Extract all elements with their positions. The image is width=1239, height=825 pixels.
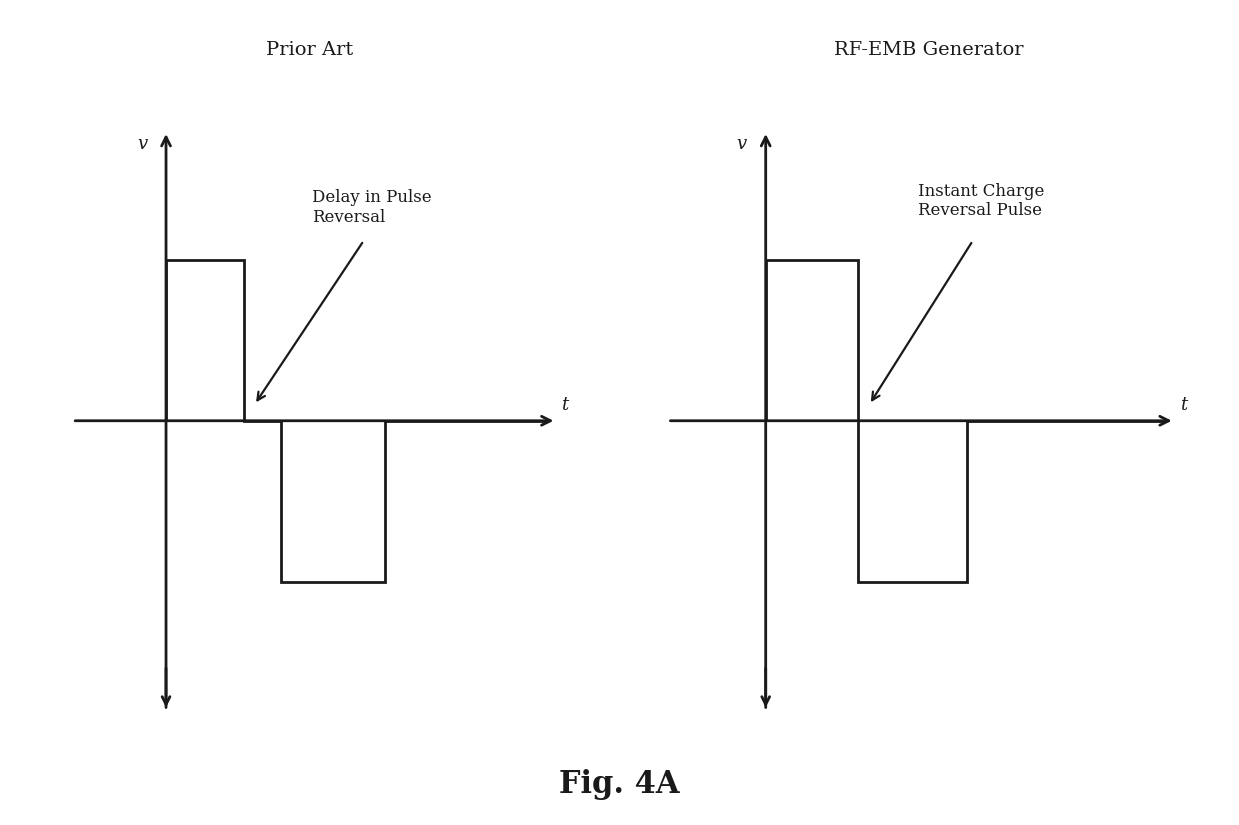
Text: Delay in Pulse
Reversal: Delay in Pulse Reversal bbox=[312, 189, 431, 226]
Text: RF-EMB Generator: RF-EMB Generator bbox=[835, 41, 1023, 59]
Text: t: t bbox=[561, 396, 569, 413]
Text: t: t bbox=[1180, 396, 1187, 413]
Text: v: v bbox=[736, 135, 747, 153]
Text: Fig. 4A: Fig. 4A bbox=[559, 769, 680, 800]
Text: v: v bbox=[138, 135, 147, 153]
Text: Instant Charge
Reversal Pulse: Instant Charge Reversal Pulse bbox=[918, 182, 1044, 219]
Text: Prior Art: Prior Art bbox=[266, 41, 353, 59]
